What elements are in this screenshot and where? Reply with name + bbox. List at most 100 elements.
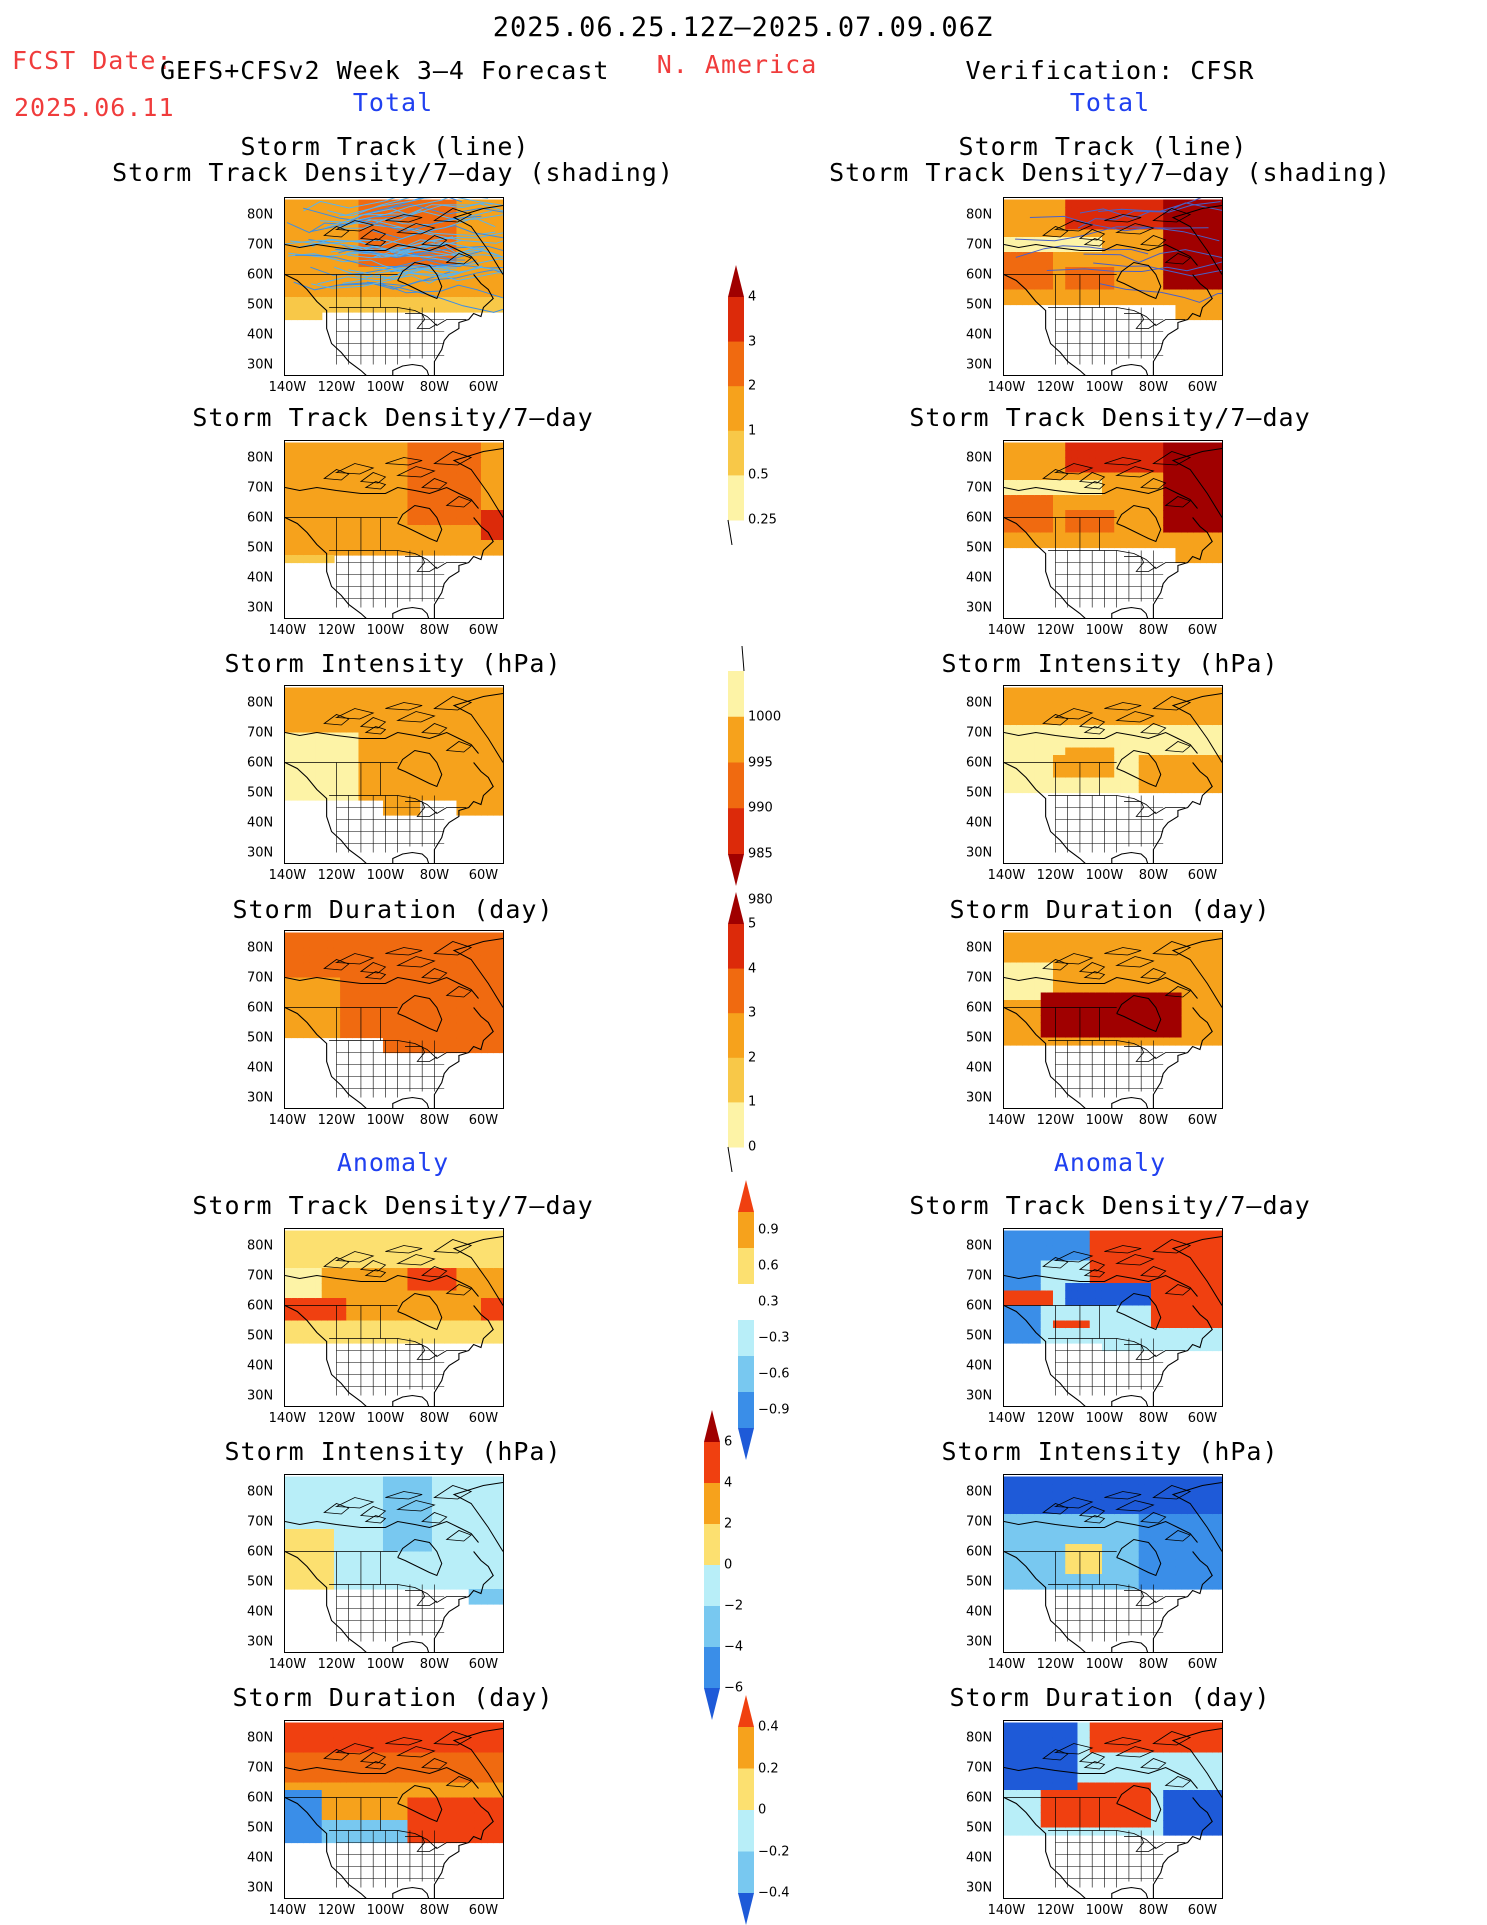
grid-cell <box>438 970 445 979</box>
grid-cell <box>352 1559 360 1568</box>
grid-cell <box>395 785 402 794</box>
grid-cell <box>389 229 396 238</box>
grid-cell <box>364 762 372 771</box>
grid-cell <box>327 717 335 726</box>
grid-cell <box>364 540 372 549</box>
grid-cell <box>389 207 396 216</box>
grid-cell <box>438 1775 445 1784</box>
storm-track-line <box>390 249 503 258</box>
grid-cell <box>333 480 341 489</box>
grid-cell <box>487 517 494 526</box>
grid-cell <box>499 297 503 306</box>
grid-cell <box>474 792 482 801</box>
grid-cell <box>487 510 494 519</box>
grid-cell <box>285 977 292 986</box>
grid-cell <box>297 1022 304 1031</box>
grid-cell <box>285 1298 292 1307</box>
grid-cell <box>1126 244 1134 253</box>
grid-cell <box>364 1268 372 1277</box>
grid-cell <box>431 1551 439 1560</box>
grid-cell <box>285 1574 292 1583</box>
grid-cell <box>462 1760 470 1769</box>
grid-cell <box>456 970 464 979</box>
grid-cell <box>1181 214 1189 223</box>
grid-cell <box>1163 274 1170 283</box>
grid-cell <box>1212 297 1219 306</box>
grid-cell <box>1040 495 1048 504</box>
grid-cell <box>493 1775 500 1784</box>
grid-cell <box>1187 214 1195 223</box>
grid-cell <box>358 510 366 519</box>
grid-cell <box>1120 465 1128 474</box>
grid-cell <box>333 770 341 779</box>
grid-cell <box>1071 207 1079 216</box>
grid-cell <box>291 1022 298 1031</box>
grid-cell <box>364 1722 372 1731</box>
grid-cell <box>1028 540 1036 549</box>
grid-cell <box>327 1782 335 1791</box>
grid-cell <box>1163 297 1170 306</box>
grid-cell <box>352 472 360 481</box>
grid-cell <box>1114 472 1121 481</box>
grid-cell <box>1144 510 1152 519</box>
grid-cell <box>382 495 390 504</box>
grid-cell <box>376 1521 384 1530</box>
grid-cell <box>327 1260 335 1269</box>
grid-cell <box>364 1335 372 1344</box>
grid-cell <box>340 1835 347 1844</box>
grid-cell <box>1046 480 1054 489</box>
grid-cell <box>444 792 451 801</box>
grid-cell <box>376 1290 384 1299</box>
grid-cell <box>450 282 458 291</box>
grid-cell <box>487 792 494 801</box>
grid-cell <box>1181 442 1189 451</box>
grid-cell <box>346 1722 353 1731</box>
grid-cell <box>431 1305 439 1314</box>
grid-cell <box>1046 214 1054 223</box>
grid-cell <box>401 1230 409 1239</box>
grid-cell <box>450 1328 458 1337</box>
storm-track-line <box>303 198 396 212</box>
grid-cell <box>364 1290 372 1299</box>
grid-cell <box>474 1551 482 1560</box>
grid-cell <box>1163 199 1170 208</box>
grid-cell <box>309 1529 317 1538</box>
grid-cell <box>327 695 335 704</box>
grid-cell <box>431 442 439 451</box>
grid-cell <box>1138 229 1146 238</box>
grid-cell <box>444 480 451 489</box>
grid-cell <box>395 740 402 749</box>
grid-cell <box>285 207 292 216</box>
grid-cell <box>474 472 482 481</box>
grid-cell <box>456 1275 464 1284</box>
grid-cell <box>358 1283 366 1292</box>
grid-cell <box>487 1775 494 1784</box>
grid-cell <box>1016 267 1023 276</box>
grid-cell <box>431 1820 439 1829</box>
grid-cell <box>468 770 476 779</box>
grid-cell <box>321 259 329 268</box>
grid-cell <box>303 1000 311 1009</box>
grid-cell <box>1004 274 1011 283</box>
grid-cell <box>382 807 390 816</box>
grid-cell <box>370 229 378 238</box>
grid-cell <box>364 985 372 994</box>
grid-cell <box>456 807 464 816</box>
grid-cell <box>1157 237 1164 246</box>
grid-cell <box>1089 282 1097 291</box>
grid-cell <box>480 1476 488 1485</box>
grid-cell <box>1206 525 1213 534</box>
grid-cell <box>321 1760 329 1769</box>
grid-cell <box>376 1529 384 1538</box>
grid-cell <box>303 1320 311 1329</box>
grid-cell <box>419 1320 427 1329</box>
grid-cell <box>431 717 439 726</box>
grid-cell <box>401 1767 409 1776</box>
grid-cell <box>346 1827 353 1836</box>
grid-cell <box>425 480 433 489</box>
grid-cell <box>487 1484 494 1493</box>
grid-cell <box>327 1015 335 1024</box>
grid-cell <box>425 222 433 231</box>
grid-cell <box>315 289 323 298</box>
grid-cell <box>407 732 415 741</box>
